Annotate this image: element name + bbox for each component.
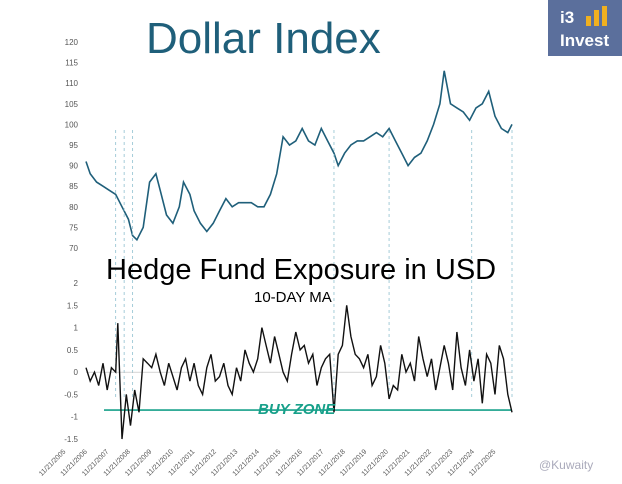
- y-tick-label-top: 90: [69, 162, 78, 171]
- dollar-index-line: [85, 70, 513, 242]
- y-tick-label-bottom: 0.5: [67, 346, 79, 355]
- logo-bar-icon: [594, 10, 599, 26]
- y-tick-label-top: 85: [69, 182, 78, 191]
- y-tick-label-bottom: 2: [74, 279, 79, 288]
- i3-invest-logo: i3 Invest: [548, 0, 622, 56]
- y-tick-label-top: 115: [65, 59, 78, 68]
- y-tick-label-top: 105: [65, 100, 79, 109]
- y-tick-label-top: 110: [65, 79, 78, 88]
- logo-line1: i3: [560, 8, 575, 27]
- y-tick-label-top: 75: [69, 223, 78, 232]
- y-tick-label-top: 120: [65, 38, 79, 47]
- watermark: @Kuwaity: [539, 458, 594, 472]
- logo-line2: Invest: [560, 31, 610, 50]
- hedge-fund-exposure-line: [85, 305, 513, 440]
- y-tick-label-bottom: 1: [74, 324, 79, 333]
- logo-bar-icon: [602, 6, 607, 26]
- y-tick-label-top: 95: [69, 141, 78, 150]
- y-tick-label-bottom: 1.5: [67, 301, 79, 310]
- logo-bar-icon: [586, 16, 591, 26]
- y-tick-label-bottom: -1.5: [64, 435, 78, 444]
- y-tick-label-top: 80: [69, 203, 78, 212]
- y-tick-label-bottom: 0: [74, 368, 79, 377]
- y-tick-label-top: 100: [65, 120, 79, 129]
- chart-title-dollar-index: Dollar Index: [146, 14, 381, 63]
- chart-subtitle-ma: 10-DAY MA: [254, 289, 332, 306]
- buy-zone-label: BUY ZONE: [258, 401, 336, 418]
- chart-title-hedge-fund: Hedge Fund Exposure in USD: [106, 254, 497, 286]
- y-tick-label-bottom: -0.5: [64, 390, 78, 399]
- y-tick-label-bottom: -1: [71, 413, 79, 422]
- y-tick-label-top: 70: [69, 244, 78, 253]
